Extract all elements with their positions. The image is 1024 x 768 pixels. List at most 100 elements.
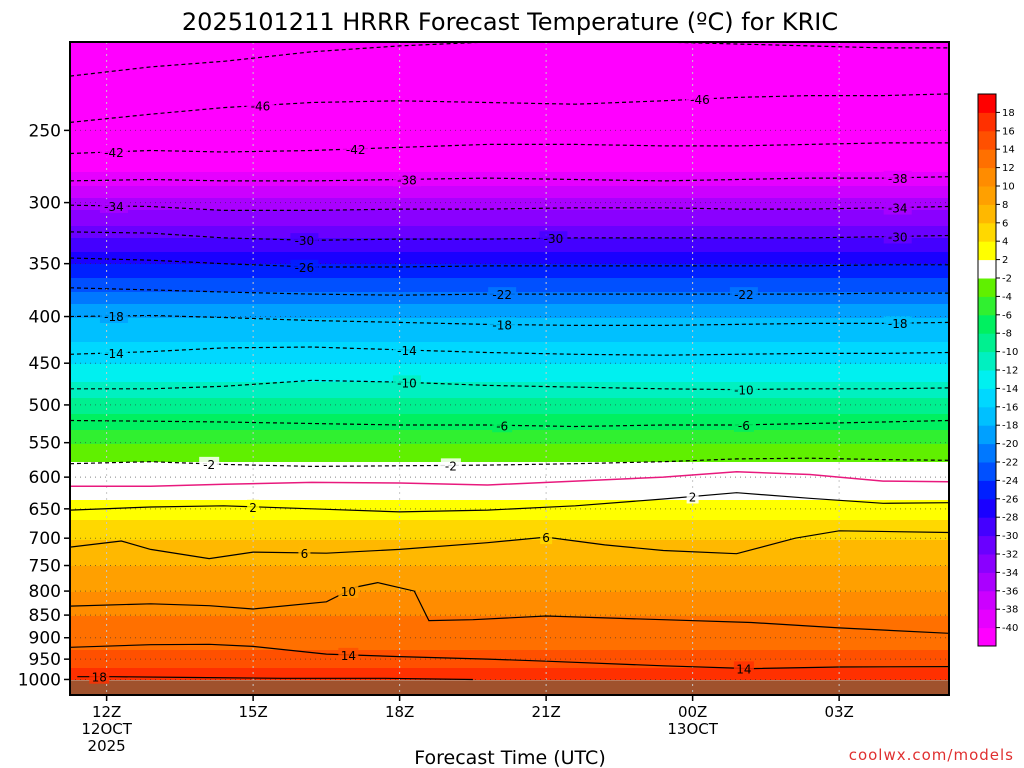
contour-labels: -46 -46-42 -42-38 -38-34 -34-30 -30 -30-26-22-… <box>89 92 912 685</box>
y-tick-label: 700 <box>29 529 61 549</box>
temperature-band <box>70 668 949 680</box>
contour-label: -38 <box>888 172 908 186</box>
contour-label-bg <box>883 200 912 215</box>
contour-label-bg <box>89 669 110 684</box>
contour-line <box>70 142 949 155</box>
colorbar-label: -16 <box>1002 402 1018 413</box>
colorbar-label: -20 <box>1002 439 1018 450</box>
contour-label-bg <box>729 287 758 302</box>
temperature-band <box>70 198 949 210</box>
colorbar-swatch <box>978 186 996 205</box>
contour-label: -34 <box>104 200 124 214</box>
x-tick-label: 13OCT <box>667 720 718 738</box>
temperature-band <box>70 226 949 238</box>
temperature-band <box>70 592 949 616</box>
colorbar-label: -32 <box>1002 550 1018 561</box>
contour-label: -2 <box>445 459 457 473</box>
contour-label-bg <box>539 231 568 246</box>
temperature-band <box>70 42 949 172</box>
contour-label: -30 <box>295 234 315 248</box>
contour-label-bg <box>290 259 319 274</box>
contour-label: 6 <box>301 547 309 561</box>
contour-label-bg <box>686 489 699 504</box>
y-tick-label: 650 <box>29 500 61 520</box>
contour-label-bg <box>298 545 311 560</box>
temperature-band <box>70 304 949 318</box>
contour-label: -10 <box>734 383 754 397</box>
contour-label: -34 <box>888 202 908 216</box>
colorbar-label: 6 <box>1002 218 1008 229</box>
contour-label: -46 <box>690 93 710 107</box>
temperature-band <box>70 500 949 520</box>
contour-label-bg <box>540 530 553 545</box>
colorbar-label: -26 <box>1002 494 1018 505</box>
colorbar-swatch <box>978 370 996 389</box>
y-tick-label: 950 <box>29 650 61 670</box>
colorbar-label: 12 <box>1002 163 1015 174</box>
colorbar-swatch <box>978 425 996 445</box>
y-tick-label: 800 <box>29 582 61 602</box>
contour-line <box>70 93 949 123</box>
contour-label: -18 <box>492 319 512 333</box>
x-axis-label: Forecast Time (UTC) <box>414 747 605 768</box>
contour-label-bg <box>492 418 513 433</box>
colorbar-label: 2 <box>1002 255 1008 266</box>
colorbar-swatch <box>978 130 996 150</box>
contour-label-bg <box>290 233 319 248</box>
contour-label-bg <box>488 287 517 302</box>
colorbar-swatch <box>978 388 996 408</box>
contour-label-bg <box>392 342 421 357</box>
contour-line <box>70 471 949 488</box>
y-tick-label: 300 <box>29 194 61 214</box>
contour-label-bg <box>883 170 912 185</box>
colorbar-label: -2 <box>1002 274 1012 285</box>
colorbar-label: 4 <box>1002 237 1008 248</box>
y-tick-label: 850 <box>29 606 61 626</box>
colorbar-swatch <box>978 535 996 555</box>
colorbar-label: -6 <box>1002 310 1012 321</box>
contour-line <box>70 419 949 428</box>
temperature-band <box>70 566 949 592</box>
y-tick-label: 350 <box>29 255 61 275</box>
contour-label: 6 <box>542 531 550 545</box>
colorbar-label: -24 <box>1002 476 1018 487</box>
contour-label-bg <box>99 345 128 360</box>
colorbar-label: 8 <box>1002 200 1008 211</box>
contour-label-bg <box>392 375 421 390</box>
contour-label-bg <box>685 92 714 107</box>
colorbar-swatch <box>978 572 996 592</box>
colorbar-label: -12 <box>1002 366 1018 377</box>
contour-label: 2 <box>249 501 257 515</box>
contour-line <box>70 287 949 296</box>
contour-label-bg <box>246 98 275 113</box>
temperature-band <box>70 364 949 382</box>
contour-label: -42 <box>104 146 124 160</box>
credit-text: coolwx.com/models <box>849 746 1014 764</box>
temperature-band <box>70 210 949 226</box>
contour-label-bg <box>338 647 359 662</box>
temperature-band <box>70 264 949 278</box>
colorbar-label: -22 <box>1002 458 1018 469</box>
contour-label: 14 <box>341 649 356 663</box>
contour-label: -30 <box>888 230 908 244</box>
temperature-band <box>70 444 949 462</box>
contour-line <box>70 346 949 356</box>
contour-label-bg <box>341 141 370 156</box>
x-tick-label: 2025 <box>88 737 126 755</box>
contour-line <box>70 231 949 241</box>
contour-label-bg <box>733 661 754 676</box>
colorbar-swatch <box>978 590 996 610</box>
contour-label: -6 <box>738 419 750 433</box>
contour-line <box>70 643 949 670</box>
y-tick-label: 550 <box>29 434 61 454</box>
contour-label-bg <box>488 317 517 332</box>
contour-line <box>70 492 949 513</box>
x-tick-label: 21Z <box>531 703 560 721</box>
y-tick-label: 750 <box>29 557 61 577</box>
colorbar-swatch <box>978 112 996 132</box>
colorbar-swatch <box>978 222 996 242</box>
contour-line <box>70 379 949 391</box>
temperature-band <box>70 186 949 198</box>
contour-label-bg <box>99 144 128 159</box>
